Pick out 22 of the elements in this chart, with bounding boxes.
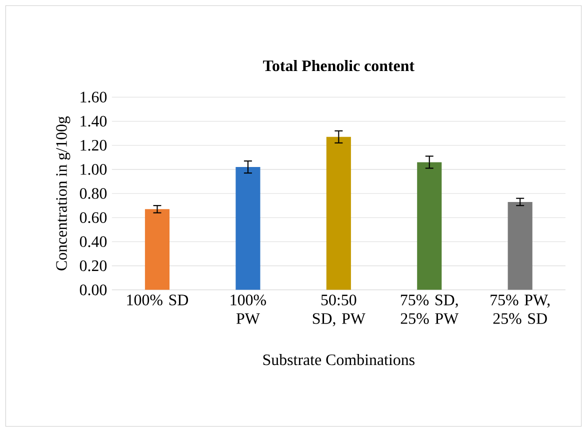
y-tick-label: 1.40 xyxy=(80,116,107,127)
y-tick-label: 0.80 xyxy=(80,188,107,199)
bar xyxy=(144,209,170,290)
y-tick-label: 0.60 xyxy=(80,212,107,224)
x-tick-label: 75% SD, 25% PW xyxy=(400,294,459,324)
x-tick-label: 100% PW xyxy=(230,294,266,324)
bar xyxy=(417,162,442,290)
x-tick-label: 100% SD xyxy=(127,294,188,306)
bar xyxy=(236,167,260,290)
y-axis-title: Concentration in g/100g xyxy=(56,116,70,270)
y-tick-label: 0.00 xyxy=(80,284,107,296)
x-tick-label: 75% PW, 25% SD xyxy=(490,294,550,324)
bar xyxy=(326,136,351,290)
y-tick-label: 1.20 xyxy=(80,140,107,151)
chart-title: Total Phenolic content xyxy=(263,60,414,72)
x-axis-title: Substrate Combinations xyxy=(263,354,414,366)
y-tick-label: 0.20 xyxy=(80,260,107,272)
bar xyxy=(508,202,532,290)
y-tick-label: 1.60 xyxy=(80,92,107,103)
y-tick-label: 0.40 xyxy=(80,236,107,248)
x-tick-label: 50:50 SD, PW xyxy=(312,294,366,326)
y-tick-label: 1.00 xyxy=(80,164,107,175)
